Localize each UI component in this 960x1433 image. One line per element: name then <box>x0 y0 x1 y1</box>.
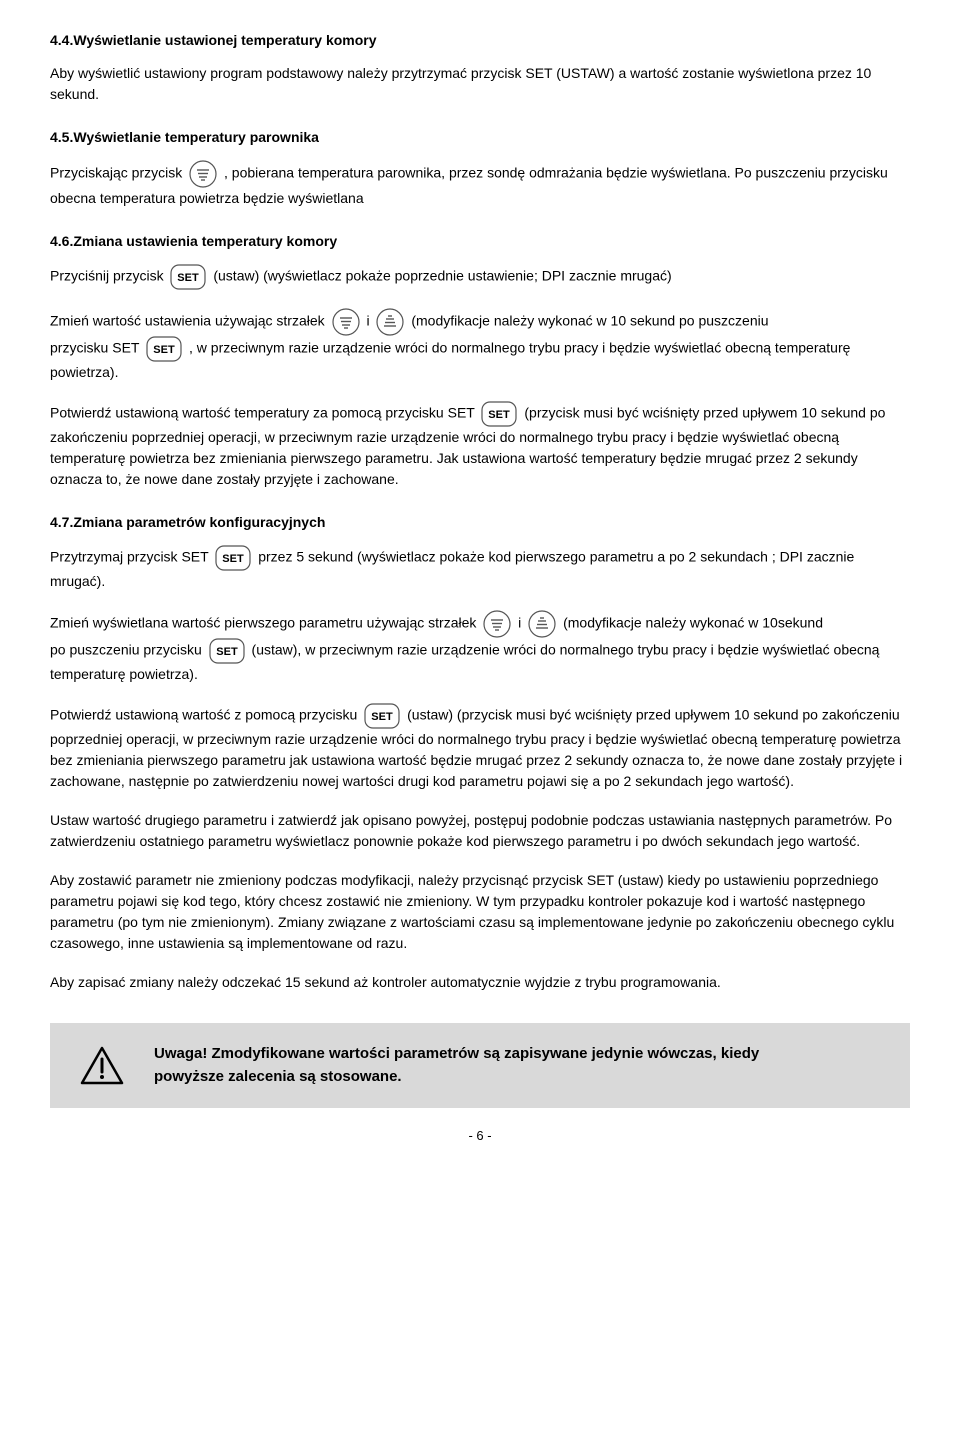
warning-notice: Uwaga! Zmodyfikowane wartości parametrów… <box>50 1023 910 1108</box>
text: Przyciśnij przycisk <box>50 268 164 284</box>
page-number: - 6 - <box>50 1126 910 1146</box>
text: po puszczeniu przycisku <box>50 642 202 658</box>
para-4-7-3: Potwierdź ustawioną wartość z pomocą prz… <box>50 703 910 792</box>
para-4-6-3: Potwierdź ustawioną wartość temperatury … <box>50 401 910 490</box>
para-4-7-4: Ustaw wartość drugiego parametru i zatwi… <box>50 810 910 852</box>
heading-4-5: 4.5.Wyświetlanie temperatury parownika <box>50 127 910 148</box>
text: i <box>366 313 369 329</box>
para-4-7-5: Aby zostawić parametr nie zmieniony podc… <box>50 870 910 954</box>
section-4-7: 4.7.Zmiana parametrów konfiguracyjnych P… <box>50 512 910 993</box>
down-arrow-icon <box>332 308 360 336</box>
text: Potwierdź ustawioną wartość temperatury … <box>50 405 475 421</box>
text: Przyciskając przycisk <box>50 165 182 181</box>
set-button-icon <box>170 264 206 290</box>
para-4-7-1: Przytrzymaj przycisk SET przez 5 sekund … <box>50 545 910 592</box>
set-button-icon <box>146 336 182 362</box>
up-arrow-icon <box>528 610 556 638</box>
text: (modyfikacje należy wykonać w 10 sekund … <box>411 313 768 329</box>
text: Zmień wartość ustawienia używając strzał… <box>50 313 325 329</box>
para-4-6-2: Zmień wartość ustawienia używając strzał… <box>50 308 910 383</box>
text: Zmień wyświetlana wartość pierwszego par… <box>50 615 476 631</box>
para-4-7-2: Zmień wyświetlana wartość pierwszego par… <box>50 610 910 685</box>
up-arrow-icon <box>376 308 404 336</box>
text: (ustaw) (wyświetlacz pokaże poprzednie u… <box>213 268 671 284</box>
set-button-icon <box>215 545 251 571</box>
text: i <box>518 615 521 631</box>
set-button-icon <box>209 638 245 664</box>
section-4-4: 4.4.Wyświetlanie ustawionej temperatury … <box>50 30 910 105</box>
para-4-5-1: Przyciskając przycisk , pobierana temper… <box>50 160 910 209</box>
heading-4-7: 4.7.Zmiana parametrów konfiguracyjnych <box>50 512 910 533</box>
para-4-7-6: Aby zapisać zmiany należy odczekać 15 se… <box>50 972 910 993</box>
para-4-4-1: Aby wyświetlić ustawiony program podstaw… <box>50 63 910 105</box>
para-4-6-1: Przyciśnij przycisk (ustaw) (wyświetlacz… <box>50 264 910 290</box>
warning-text: Uwaga! Zmodyfikowane wartości parametrów… <box>154 1043 790 1088</box>
down-arrow-icon <box>189 160 217 188</box>
text: Potwierdź ustawioną wartość z pomocą prz… <box>50 707 357 723</box>
text: (modyfikacje należy wykonać w 10sekund <box>563 615 823 631</box>
section-4-5: 4.5.Wyświetlanie temperatury parownika P… <box>50 127 910 209</box>
down-arrow-icon <box>483 610 511 638</box>
set-button-icon <box>364 703 400 729</box>
set-button-icon <box>481 401 517 427</box>
text: przycisku SET <box>50 340 139 356</box>
heading-4-6: 4.6.Zmiana ustawienia temperatury komory <box>50 231 910 252</box>
heading-4-4: 4.4.Wyświetlanie ustawionej temperatury … <box>50 30 910 51</box>
section-4-6: 4.6.Zmiana ustawienia temperatury komory… <box>50 231 910 490</box>
text: Przytrzymaj przycisk SET <box>50 549 208 565</box>
warning-triangle-icon <box>80 1045 124 1087</box>
